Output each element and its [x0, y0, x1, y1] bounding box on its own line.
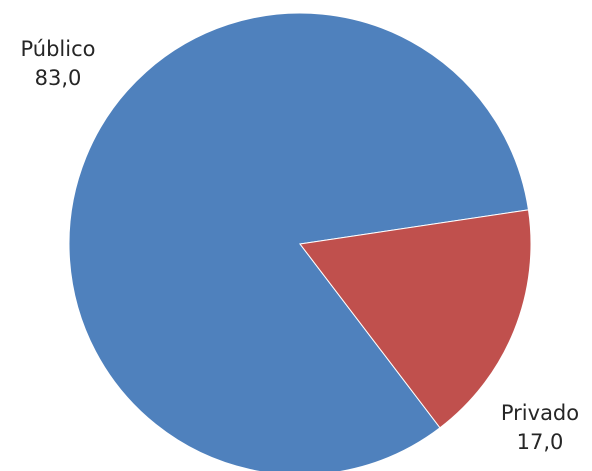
pie-slice-privado — [299, 209, 532, 429]
data-label-value: 17,0 — [517, 430, 564, 454]
pie-slice-publico — [68, 12, 530, 471]
pie-slices — [68, 12, 532, 471]
pie-labels: Público 83,0 Privado 17,0 — [21, 37, 580, 454]
data-label-publico: Público 83,0 — [21, 37, 96, 90]
data-label-value: 83,0 — [35, 66, 82, 90]
data-label-category: Privado — [501, 401, 579, 425]
data-label-category: Público — [21, 37, 96, 61]
data-label-privado: Privado 17,0 — [501, 401, 579, 454]
